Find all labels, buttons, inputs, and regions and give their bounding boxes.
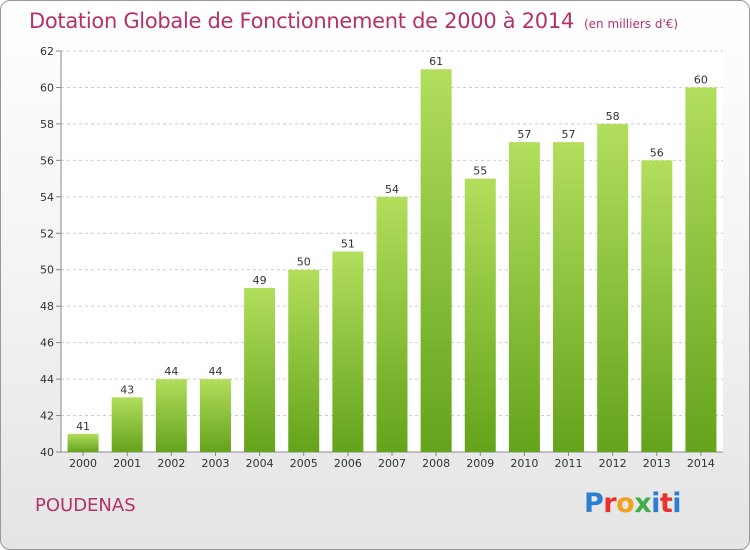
x-tick-label: 2010: [510, 457, 538, 470]
bar: [199, 379, 231, 452]
bar: [553, 142, 585, 453]
y-tick-label: 46: [40, 337, 54, 350]
bar: [508, 142, 540, 453]
bar: [376, 196, 408, 452]
bar: [420, 69, 452, 453]
bar-value-label: 44: [208, 365, 222, 378]
x-tick-label: 2001: [113, 457, 141, 470]
x-tick-label: 2006: [334, 457, 362, 470]
x-tick-label: 2003: [201, 457, 229, 470]
bar-value-label: 55: [473, 165, 487, 178]
logo-letter: P: [584, 488, 604, 519]
bar-value-label: 60: [694, 73, 708, 86]
bar: [244, 287, 276, 452]
logo-letter: i: [651, 488, 660, 519]
bar-value-label: 57: [562, 128, 576, 141]
x-tick-label: 2011: [555, 457, 583, 470]
bar-value-label: 54: [385, 183, 399, 196]
bar: [685, 87, 717, 453]
x-tick-label: 2008: [422, 457, 450, 470]
x-tick-label: 2004: [246, 457, 274, 470]
bar-value-label: 41: [76, 420, 90, 433]
logo-letter: r: [603, 488, 617, 519]
x-tick-label: 2007: [378, 457, 406, 470]
logo-letter: t: [659, 488, 673, 519]
x-tick-label: 2005: [290, 457, 318, 470]
x-tick-label: 2002: [157, 457, 185, 470]
bar-value-label: 43: [120, 383, 134, 396]
title-line: Dotation Globale de Fonctionnement de 20…: [29, 9, 678, 33]
bar: [155, 379, 187, 452]
commune-name: POUDENAS: [35, 495, 136, 516]
bar: [597, 123, 629, 452]
bar-value-label: 51: [341, 238, 355, 251]
y-tick-label: 40: [40, 446, 54, 459]
y-tick-label: 52: [40, 227, 54, 240]
bar: [111, 397, 143, 452]
x-tick-label: 2013: [643, 457, 671, 470]
bar: [288, 269, 320, 452]
x-tick-label: 2012: [599, 457, 627, 470]
bar: [464, 178, 496, 452]
bar: [67, 433, 99, 452]
chart-subtitle: (en milliers d'€): [583, 17, 679, 31]
y-tick-label: 42: [40, 410, 54, 423]
bar-value-label: 61: [429, 55, 443, 68]
bar-value-label: 50: [297, 256, 311, 269]
proxiti-logo: Proxiti: [584, 488, 682, 519]
y-tick-label: 58: [40, 118, 54, 131]
x-tick-label: 2014: [687, 457, 715, 470]
y-tick-label: 50: [40, 264, 54, 277]
bar-value-label: 58: [606, 110, 620, 123]
logo-letter: o: [616, 488, 635, 519]
y-tick-label: 48: [40, 300, 54, 313]
y-tick-label: 56: [40, 154, 54, 167]
chart-title: Dotation Globale de Fonctionnement de 20…: [29, 9, 574, 33]
logo-letter: i: [672, 488, 682, 519]
y-tick-label: 44: [40, 373, 54, 386]
x-tick-label: 2000: [69, 457, 97, 470]
bar-value-label: 44: [164, 365, 178, 378]
bar-value-label: 56: [650, 146, 664, 159]
bar-value-label: 49: [253, 274, 267, 287]
x-tick-label: 2009: [466, 457, 494, 470]
bar-value-label: 57: [517, 128, 531, 141]
y-tick-label: 62: [40, 45, 54, 58]
bar: [641, 160, 673, 452]
y-tick-label: 60: [40, 81, 54, 94]
y-tick-label: 54: [40, 191, 54, 204]
logo-letter: x: [634, 488, 652, 519]
bar: [332, 251, 364, 452]
